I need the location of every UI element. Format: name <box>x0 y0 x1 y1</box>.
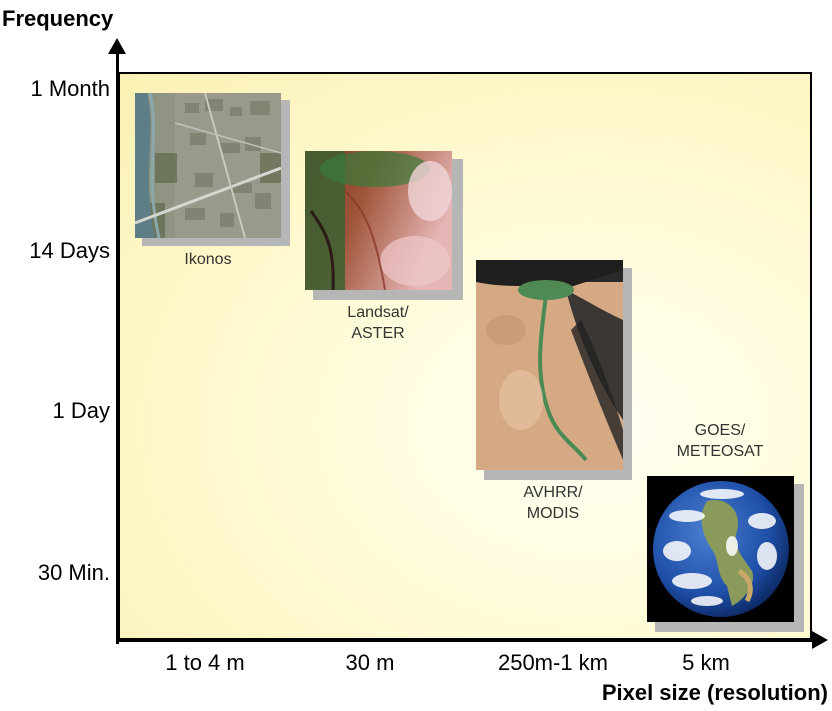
y-tick-label: 1 Day <box>52 398 110 423</box>
sensor-label-avhrr-modis: AVHRR/ MODIS <box>478 482 628 524</box>
avhrr-modis-image <box>476 260 623 470</box>
y-axis-arrowhead <box>108 38 126 54</box>
x-axis-line <box>116 638 816 641</box>
x-tick-label: 250m-1 km <box>497 650 609 675</box>
sensor-label-line: GOES/ <box>694 422 746 439</box>
sensor-label-line: Landsat/ <box>347 304 409 321</box>
sensor-label-line: Ikonos <box>184 251 232 268</box>
y-tick-label: 30 Min. <box>37 560 110 585</box>
goes-meteosat-earth-image <box>647 476 794 622</box>
x-tick-label: 30 m <box>345 650 395 675</box>
sensor-label-line: AVHRR/ <box>523 484 583 501</box>
y-tick-label: 1 Month <box>30 76 111 101</box>
sensor-label-goes-meteosat: GOES/ METEOSAT <box>645 420 795 462</box>
ikonos-urban-image <box>135 93 281 238</box>
sensor-label-ikonos: Ikonos <box>133 249 283 270</box>
x-tick-label: 1 to 4 m <box>165 650 245 675</box>
sensor-label-line: MODIS <box>526 505 580 522</box>
x-tick-label: 5 km <box>682 650 730 675</box>
y-axis-line <box>116 50 119 644</box>
y-tick-label: 14 Days <box>29 238 110 263</box>
landsat-aster-image <box>305 151 452 290</box>
sensor-label-landsat-aster: Landsat/ ASTER <box>303 302 453 344</box>
sensor-label-line: ASTER <box>351 325 405 342</box>
sensor-label-line: METEOSAT <box>676 443 764 460</box>
y-axis-title: Frequency <box>2 6 114 31</box>
x-axis-arrowhead <box>812 631 828 649</box>
x-axis-title: Pixel size (resolution) <box>601 680 828 705</box>
